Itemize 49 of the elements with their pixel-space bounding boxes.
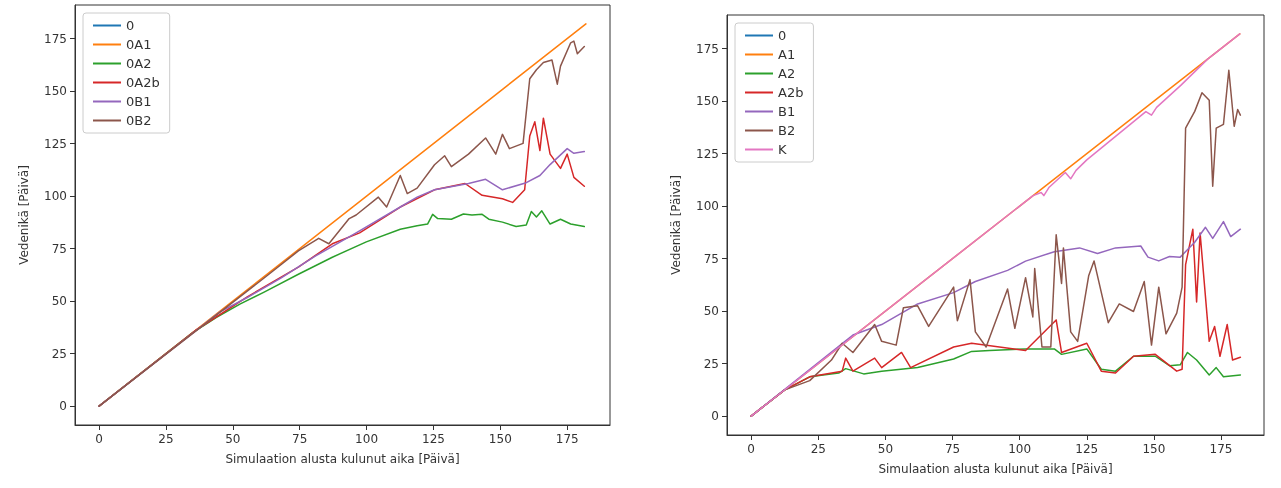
y-tick-label: 125	[696, 146, 719, 161]
x-tick-label: 50	[225, 432, 241, 446]
x-tick-label: 75	[944, 442, 961, 456]
y-tick-label: 175	[696, 41, 719, 56]
legend-label: 0A2b	[126, 75, 160, 90]
x-tick-label: 125	[1075, 442, 1099, 456]
legend-label: K	[778, 142, 787, 157]
legend-label: A2b	[778, 85, 804, 100]
y-axis-title: Vedenikä [Päivä]	[669, 175, 683, 275]
legend-label: 0	[126, 18, 135, 33]
y-tick-label: 50	[51, 294, 67, 309]
x-tick-label: 50	[877, 442, 894, 456]
x-tick-label: 175	[555, 432, 579, 446]
legend-label: B2	[778, 123, 796, 138]
y-axis-title: Vedenikä [Päivä]	[17, 165, 31, 265]
y-tick-label: 125	[44, 136, 67, 151]
x-tick-label: 150	[488, 432, 512, 446]
y-tick-label: 150	[44, 84, 67, 99]
legend-label: 0A1	[126, 37, 152, 52]
y-tick-label: 75	[51, 241, 67, 256]
y-tick-label: 25	[703, 356, 719, 371]
x-tick-label: 100	[1008, 442, 1032, 456]
y-tick-label: 75	[703, 251, 719, 266]
legend-label: B1	[778, 104, 796, 119]
legend-label: 0B1	[126, 94, 152, 109]
x-tick-label: 150	[1142, 442, 1166, 456]
x-tick-label: 0	[747, 442, 755, 456]
x-tick-label: 0	[95, 432, 103, 446]
x-tick-label: 175	[1209, 442, 1233, 456]
x-tick-label: 125	[422, 432, 445, 446]
y-tick-label: 0	[59, 399, 67, 414]
x-axis-title: Simulaation alusta kulunut aika [Päivä]	[878, 462, 1113, 476]
x-tick-label: 25	[810, 442, 826, 456]
x-tick-label: 100	[355, 432, 379, 446]
y-tick-label: 100	[696, 199, 719, 214]
legend-label: A2	[778, 66, 796, 81]
x-tick-label: 25	[158, 432, 174, 446]
legend-label: 0	[778, 28, 787, 43]
legend-label: A1	[778, 47, 796, 62]
legend-label: 0B2	[126, 113, 152, 128]
legend-label: 0A2	[126, 56, 152, 71]
x-tick-label: 75	[292, 432, 308, 446]
y-tick-label: 175	[44, 31, 67, 46]
y-tick-label: 50	[703, 304, 719, 319]
y-tick-label: 150	[696, 94, 719, 109]
y-tick-label: 0	[711, 409, 719, 424]
x-axis-title: Simulaation alusta kulunut aika [Päivä]	[225, 452, 460, 466]
y-tick-label: 100	[44, 189, 67, 204]
y-tick-label: 25	[51, 346, 67, 361]
